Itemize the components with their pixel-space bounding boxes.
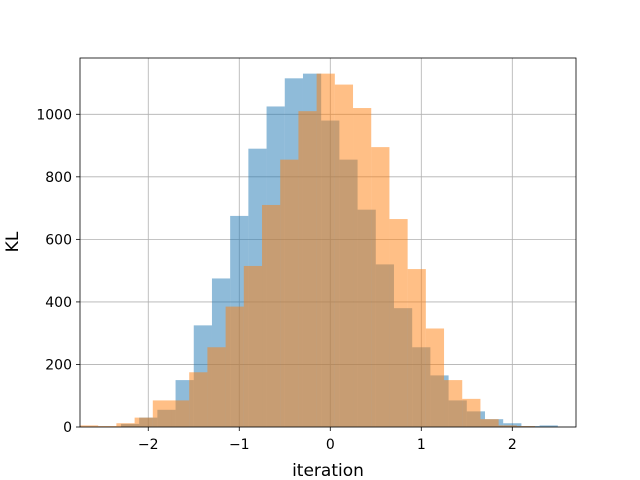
x-tick-label: −2 (138, 437, 159, 453)
x-tick-label: 2 (508, 437, 517, 453)
histogram-bar (389, 219, 408, 427)
y-tick-label: 400 (45, 295, 72, 311)
x-tick-label: 0 (326, 437, 335, 453)
histogram-bar (539, 425, 558, 427)
histogram-bar (462, 398, 481, 427)
histogram-bar (225, 306, 244, 427)
histogram-bar (480, 419, 499, 427)
histogram-bar (425, 328, 445, 427)
histogram-bar (371, 147, 390, 428)
histogram-bar (98, 426, 117, 427)
histogram-bar (498, 425, 517, 427)
y-tick-label: 600 (45, 232, 72, 248)
histogram-bar (134, 417, 153, 427)
x-tick-label: 1 (417, 437, 426, 453)
x-axis-ticks: −2 −1 0 1 2 (138, 427, 517, 453)
histogram-bar (262, 204, 281, 427)
histogram-bar (152, 400, 172, 427)
y-tick-label: 0 (63, 420, 72, 436)
histogram-bar (280, 159, 299, 428)
x-axis-label: iteration (292, 461, 364, 480)
y-axis-ticks: 0 200 400 600 800 1000 (36, 107, 80, 436)
histogram-bar (503, 423, 522, 427)
histogram-bar (80, 425, 99, 427)
x-tick-label: −1 (229, 437, 250, 453)
histogram-bar (298, 111, 317, 428)
histogram-bar (171, 400, 190, 427)
histogram-bar (316, 73, 335, 427)
y-tick-label: 800 (45, 170, 72, 186)
y-tick-label: 1000 (36, 107, 72, 123)
y-axis-label: KL (3, 231, 23, 252)
histogram-bar (334, 84, 354, 427)
histogram-bar (516, 426, 536, 427)
y-tick-label: 200 (45, 357, 72, 373)
histogram-bar (243, 265, 263, 427)
histogram-bar (444, 380, 463, 427)
histogram-bar (189, 372, 208, 427)
histogram-bar (407, 269, 426, 427)
histogram-bar (116, 423, 135, 427)
histogram-bar (207, 347, 226, 427)
histogram-bar (353, 108, 372, 427)
histogram-bars (80, 73, 558, 428)
plot-frame (79, 57, 577, 428)
series-2-bars (80, 73, 536, 428)
